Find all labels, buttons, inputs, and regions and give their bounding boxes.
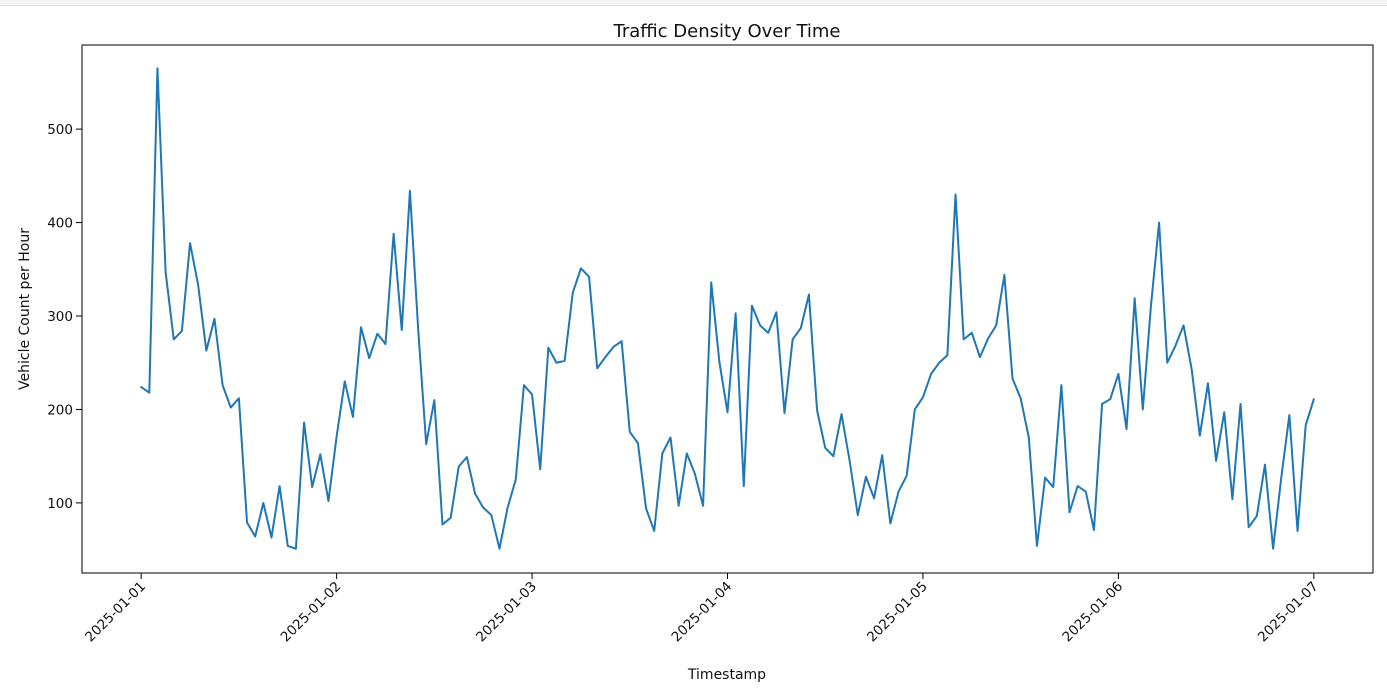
x-tick-label: 2025-01-03 [473,579,540,646]
x-axis-label: Timestamp [687,667,766,683]
y-tick-label: 100 [47,496,73,512]
y-tick-label: 500 [47,122,73,138]
chart-title: Traffic Density Over Time [612,21,840,42]
series-line [140,67,1315,550]
x-tick-label: 2025-01-02 [278,579,345,646]
notebook-output-top-border [0,0,1387,6]
x-tick-label: 2025-01-05 [864,579,931,646]
x-tick-label: 2025-01-04 [669,579,736,646]
x-axis: 2025-01-01 2025-01-02 2025-01-03 2025-01-04… [82,573,1322,646]
x-tick-label: 2025-01-06 [1059,579,1126,646]
y-tick-label: 400 [47,216,73,232]
y-axis-label: Vehicle Count per Hour [17,228,33,390]
x-tick-label: 2025-01-07 [1255,579,1322,646]
y-axis: 100 200 300 400 500 [47,122,82,512]
plot-frame [81,44,1374,574]
x-tick-label: 2025-01-01 [82,579,149,646]
y-tick-label: 200 [47,402,73,418]
y-tick-label: 300 [47,309,73,325]
